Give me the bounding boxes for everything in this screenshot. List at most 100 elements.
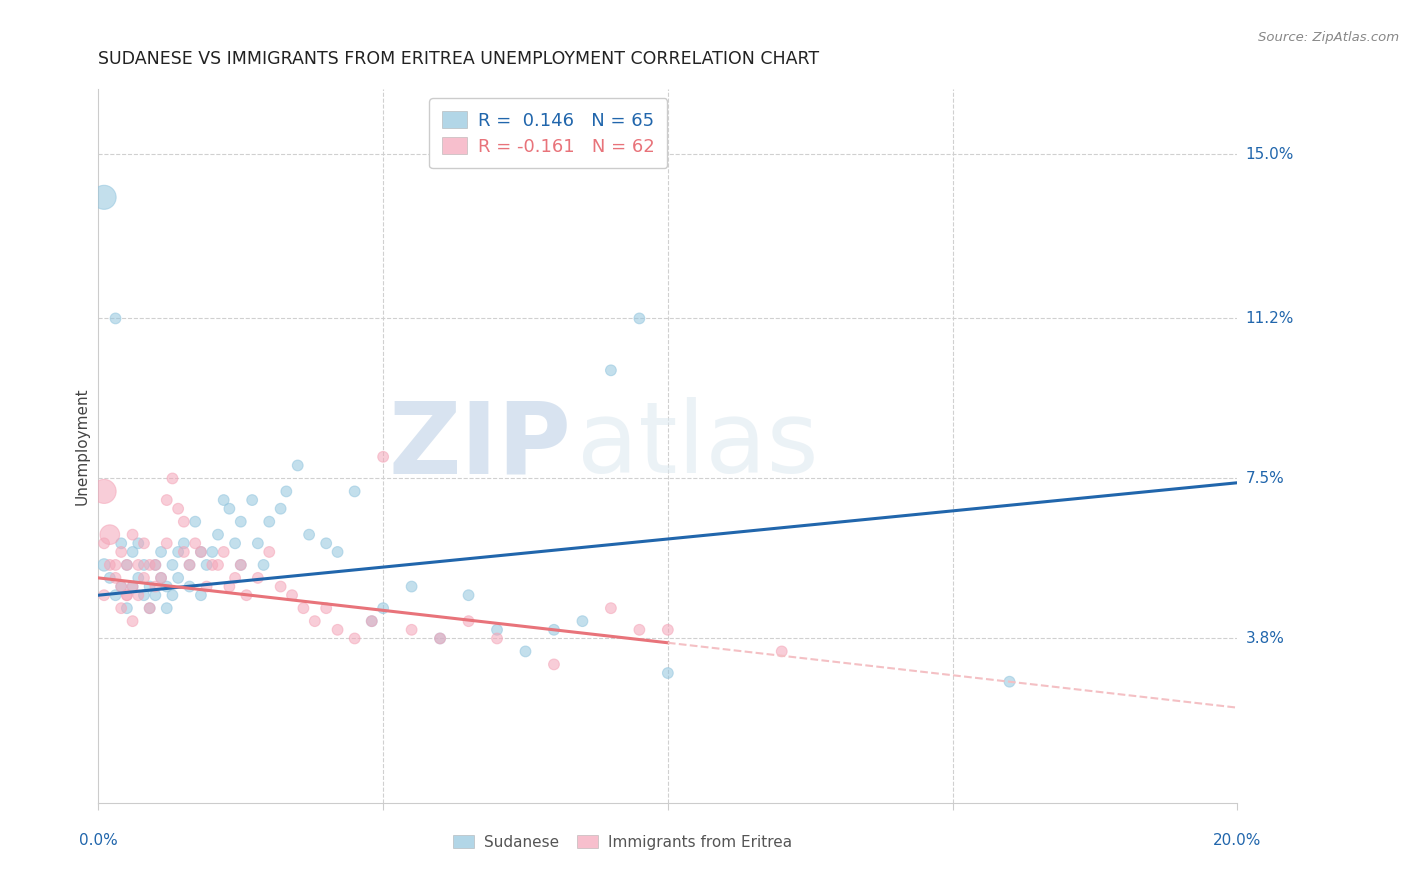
Text: 3.8%: 3.8% (1246, 631, 1285, 646)
Point (224, 571, 246, 585)
Point (252, 558, 274, 572)
Point (150, 571, 173, 585)
Point (201, 558, 224, 572)
Point (132, 536, 155, 550)
Point (167, 501, 190, 516)
Point (229, 558, 252, 572)
Point (115, 558, 138, 572)
Text: 15.0%: 15.0% (1246, 146, 1294, 161)
Point (127, 558, 149, 572)
Point (292, 601, 315, 615)
Text: 20.0%: 20.0% (1213, 833, 1261, 848)
Point (127, 571, 149, 585)
Point (121, 580, 143, 594)
Point (115, 601, 138, 615)
Point (343, 484, 366, 499)
Point (657, 623, 679, 637)
Point (281, 588, 304, 602)
Point (373, 450, 395, 464)
Point (218, 580, 240, 594)
Point (270, 501, 292, 516)
Point (179, 558, 201, 572)
Point (110, 536, 132, 550)
Point (98, 527, 121, 541)
Point (287, 458, 309, 473)
Point (184, 515, 207, 529)
Point (246, 536, 269, 550)
Point (121, 527, 143, 541)
Point (229, 558, 252, 572)
Text: ZIP: ZIP (388, 398, 571, 494)
Point (110, 601, 132, 615)
Point (401, 580, 423, 594)
Point (156, 601, 179, 615)
Point (104, 588, 127, 602)
Point (195, 580, 218, 594)
Point (156, 536, 179, 550)
Point (212, 493, 235, 508)
Point (167, 571, 190, 585)
Point (162, 558, 184, 572)
Point (127, 588, 149, 602)
Y-axis label: Unemployment: Unemployment (75, 387, 90, 505)
Point (600, 363, 623, 377)
Point (145, 588, 167, 602)
Point (156, 580, 179, 594)
Point (207, 558, 229, 572)
Point (457, 588, 479, 602)
Point (218, 501, 240, 516)
Point (315, 536, 337, 550)
Text: Source: ZipAtlas.com: Source: ZipAtlas.com (1258, 31, 1399, 45)
Point (138, 601, 160, 615)
Point (190, 588, 212, 602)
Point (543, 623, 565, 637)
Point (110, 545, 132, 559)
Point (628, 311, 651, 326)
Point (360, 614, 382, 628)
Point (179, 558, 201, 572)
Point (571, 614, 593, 628)
Point (132, 558, 155, 572)
Point (259, 515, 281, 529)
Point (138, 580, 160, 594)
Point (121, 580, 143, 594)
Point (93, 536, 115, 550)
Point (145, 558, 167, 572)
Point (173, 536, 195, 550)
Point (224, 536, 246, 550)
Point (770, 644, 793, 658)
Point (150, 571, 173, 585)
Point (270, 580, 292, 594)
Point (360, 614, 382, 628)
Point (121, 545, 143, 559)
Point (315, 601, 337, 615)
Point (145, 580, 167, 594)
Point (246, 571, 269, 585)
Point (240, 493, 263, 508)
Point (104, 571, 127, 585)
Text: 7.5%: 7.5% (1246, 471, 1284, 486)
Point (98, 558, 121, 572)
Point (173, 545, 195, 559)
Point (457, 614, 479, 628)
Point (115, 558, 138, 572)
Point (401, 623, 423, 637)
Point (110, 580, 132, 594)
Point (304, 614, 326, 628)
Point (207, 527, 229, 541)
Point (486, 632, 509, 646)
Text: 11.2%: 11.2% (1246, 311, 1294, 326)
Point (156, 493, 179, 508)
Point (173, 515, 195, 529)
Point (115, 588, 138, 602)
Point (93, 558, 115, 572)
Point (184, 536, 207, 550)
Point (343, 632, 366, 646)
Point (429, 632, 451, 646)
Point (373, 601, 395, 615)
Point (162, 471, 184, 485)
Point (429, 632, 451, 646)
Title: SUDANESE VS IMMIGRANTS FROM ERITREA UNEMPLOYMENT CORRELATION CHART: SUDANESE VS IMMIGRANTS FROM ERITREA UNEM… (98, 50, 820, 68)
Point (127, 536, 149, 550)
Point (93, 484, 115, 499)
